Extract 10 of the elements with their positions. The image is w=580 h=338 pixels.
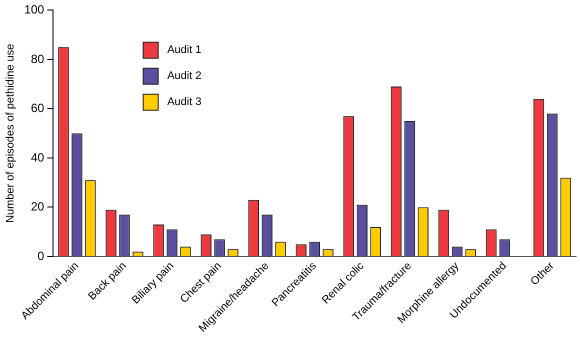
y-tick-label: 60 xyxy=(30,101,45,116)
y-tick-label: 80 xyxy=(30,52,45,66)
y-tick-label: 40 xyxy=(30,150,45,164)
y-axis-title: Number of episodes of pethidine use xyxy=(4,44,17,223)
legend-label: Audit 1 xyxy=(167,44,202,56)
y-tick-label: 100 xyxy=(24,2,45,17)
y-tick-label: 20 xyxy=(30,200,45,214)
legend-label: Audit 2 xyxy=(167,70,202,82)
y-tick-label: 0 xyxy=(38,248,45,263)
legend-label: Audit 3 xyxy=(167,96,202,108)
